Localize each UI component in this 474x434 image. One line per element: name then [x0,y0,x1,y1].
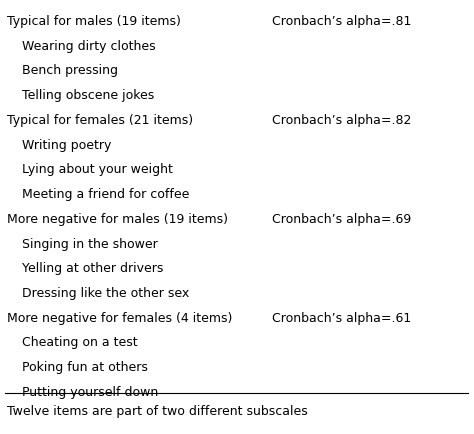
Text: Yelling at other drivers: Yelling at other drivers [22,262,164,275]
Text: Wearing dirty clothes: Wearing dirty clothes [22,39,156,53]
Text: Lying about your weight: Lying about your weight [22,163,173,176]
Text: Writing poetry: Writing poetry [22,138,112,151]
Text: Cheating on a test: Cheating on a test [22,335,138,349]
Text: Putting yourself down: Putting yourself down [22,385,159,398]
Text: More negative for males (19 items): More negative for males (19 items) [7,212,228,225]
Text: Cronbach’s alpha=.82: Cronbach’s alpha=.82 [272,114,411,127]
Text: Cronbach’s alpha=.69: Cronbach’s alpha=.69 [272,212,411,225]
Text: Twelve items are part of two different subscales: Twelve items are part of two different s… [7,404,308,417]
Text: Poking fun at others: Poking fun at others [22,360,148,373]
Text: Typical for males (19 items): Typical for males (19 items) [7,15,181,28]
Text: Cronbach’s alpha=.61: Cronbach’s alpha=.61 [272,311,411,324]
Text: Telling obscene jokes: Telling obscene jokes [22,89,155,102]
Text: More negative for females (4 items): More negative for females (4 items) [7,311,232,324]
Text: Typical for females (21 items): Typical for females (21 items) [7,114,193,127]
Text: Cronbach’s alpha=.81: Cronbach’s alpha=.81 [272,15,411,28]
Text: Meeting a friend for coffee: Meeting a friend for coffee [22,187,190,201]
Text: Dressing like the other sex: Dressing like the other sex [22,286,190,299]
Text: Bench pressing: Bench pressing [22,64,118,77]
Text: Singing in the shower: Singing in the shower [22,237,158,250]
